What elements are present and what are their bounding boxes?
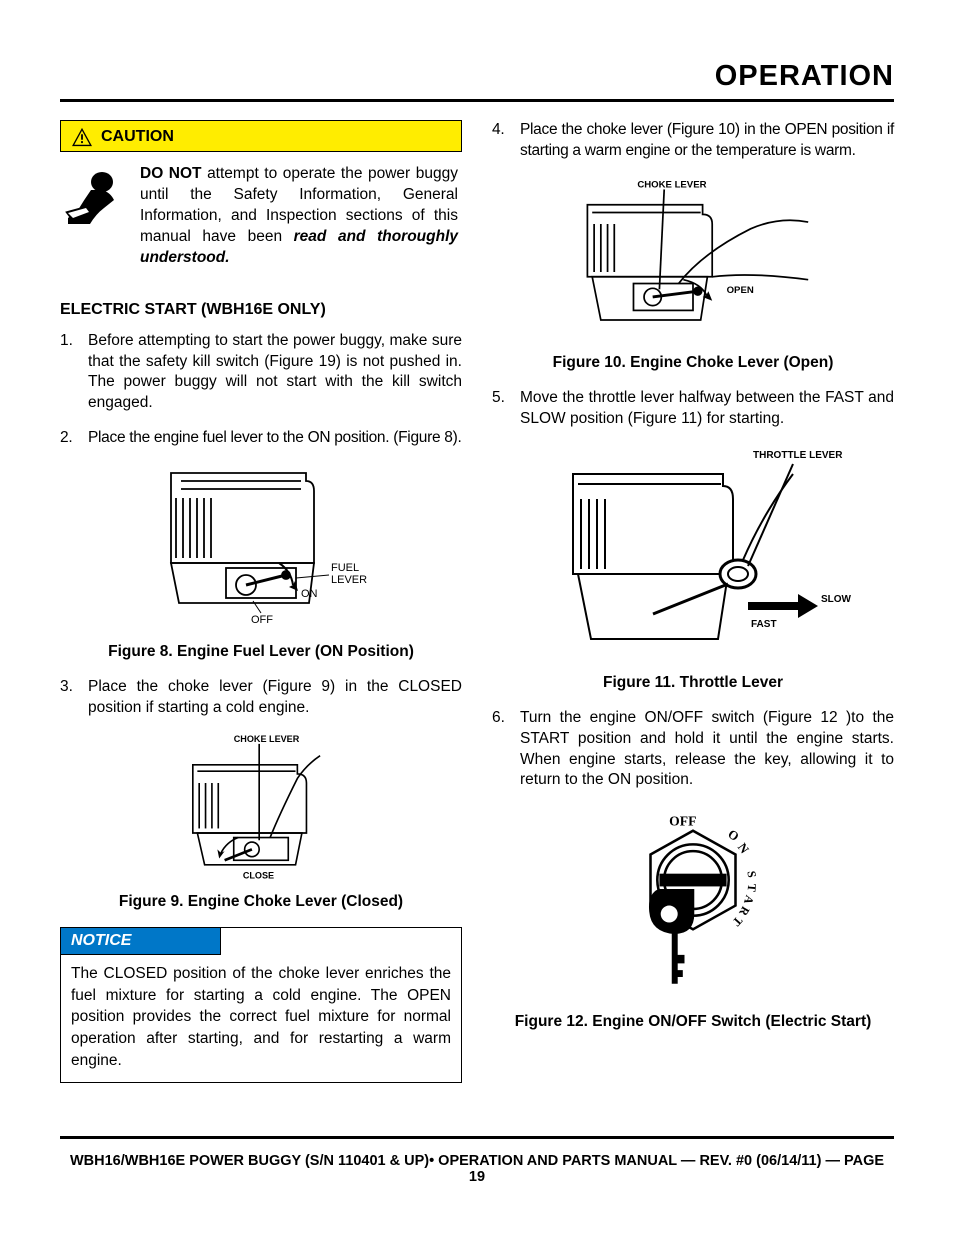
step-1: Before attempting to start the power bug… bbox=[60, 331, 462, 415]
notice-label: NOTICE bbox=[61, 928, 221, 955]
svg-text:T: T bbox=[745, 884, 760, 893]
svg-text:S: S bbox=[744, 870, 759, 879]
page-header: OPERATION bbox=[60, 60, 894, 102]
figure-12-svg: OFF O N S T A R T bbox=[608, 805, 778, 1001]
figure-11-svg: THROTTLE LEVER FAST SLOW bbox=[533, 444, 853, 664]
fig12-label-off: OFF bbox=[669, 814, 696, 829]
figure-9-svg: CHOKE LEVER CLOSE bbox=[161, 733, 361, 883]
fig11-label-fast: FAST bbox=[751, 619, 777, 630]
left-steps-list-2: Place the choke lever (Figure 9) in the … bbox=[60, 677, 462, 719]
notice-body: The CLOSED position of the choke lever e… bbox=[61, 955, 461, 1081]
caution-body: DO NOT attempt to operate the power bugg… bbox=[60, 156, 462, 281]
figure-9-caption: Figure 9. Engine Choke Lever (Closed) bbox=[60, 893, 462, 911]
caution-box: CAUTION bbox=[60, 120, 462, 152]
step-6: Turn the engine ON/OFF switch (Figure 12… bbox=[492, 708, 894, 792]
step-3: Place the choke lever (Figure 9) in the … bbox=[60, 677, 462, 719]
notice-box: NOTICE The CLOSED position of the choke … bbox=[60, 927, 462, 1082]
step-3-text: Place the choke lever (Figure 9) in the … bbox=[88, 677, 462, 719]
step-2: Place the engine fuel lever to the ON po… bbox=[60, 428, 462, 449]
fig9-label-close: CLOSE bbox=[243, 871, 274, 881]
page-footer: WBH16/WBH16E POWER BUGGY (S/N 110401 & U… bbox=[60, 1136, 894, 1185]
content-columns: CAUTION DO NOT attempt to operate the po… bbox=[60, 120, 894, 1083]
fig8-label-off: OFF bbox=[251, 614, 273, 626]
fig8-label-lever: LEVER bbox=[331, 574, 367, 586]
caution-text: DO NOT attempt to operate the power bugg… bbox=[140, 164, 458, 269]
figure-8: FUEL LEVER ON OFF Figure 8. Engine Fuel … bbox=[60, 463, 462, 661]
figure-10: CHOKE LEVER OPEN Figure 10. Engine Choke… bbox=[492, 176, 894, 372]
figure-8-caption: Figure 8. Engine Fuel Lever (ON Position… bbox=[60, 643, 462, 661]
svg-text:T: T bbox=[730, 914, 746, 929]
right-steps-list: Place the choke lever (Figure 10) in the… bbox=[492, 120, 894, 162]
step-2-text: Place the engine fuel lever to the ON po… bbox=[88, 428, 461, 449]
caution-lead: DO NOT bbox=[140, 165, 202, 182]
figure-12: OFF O N S T A R T Figure 12. Engine ON/O… bbox=[492, 805, 894, 1033]
caution-label: CAUTION bbox=[101, 128, 174, 146]
figure-10-svg: CHOKE LEVER OPEN bbox=[558, 176, 828, 344]
svg-text:N: N bbox=[735, 841, 752, 857]
fig11-label-throttle: THROTTLE LEVER bbox=[753, 450, 843, 461]
svg-text:O: O bbox=[725, 827, 741, 844]
left-column: CAUTION DO NOT attempt to operate the po… bbox=[60, 120, 462, 1083]
step-4-text: Place the choke lever (Figure 10) in the… bbox=[520, 120, 894, 162]
step-6-text: Turn the engine ON/OFF switch (Figure 12… bbox=[520, 708, 894, 792]
left-steps-list: Before attempting to start the power bug… bbox=[60, 331, 462, 450]
right-steps-list-3: Turn the engine ON/OFF switch (Figure 12… bbox=[492, 708, 894, 792]
caution-title-row: CAUTION bbox=[71, 127, 451, 147]
fig10-label-choke: CHOKE LEVER bbox=[637, 179, 706, 190]
svg-text:A: A bbox=[741, 894, 757, 907]
figure-11: THROTTLE LEVER FAST SLOW Figure 11. Thro… bbox=[492, 444, 894, 692]
figure-11-caption: Figure 11. Throttle Lever bbox=[492, 674, 894, 692]
fig10-label-open: OPEN bbox=[727, 285, 754, 296]
step-5-text: Move the throttle lever halfway between … bbox=[520, 388, 894, 430]
figure-12-caption: Figure 12. Engine ON/OFF Switch (Electri… bbox=[492, 1011, 894, 1033]
step-1-text: Before attempting to start the power bug… bbox=[88, 331, 462, 415]
fig9-label-choke: CHOKE LEVER bbox=[234, 734, 300, 744]
warning-triangle-icon bbox=[71, 127, 93, 147]
right-steps-list-2: Move the throttle lever halfway between … bbox=[492, 388, 894, 430]
figure-10-caption: Figure 10. Engine Choke Lever (Open) bbox=[492, 354, 894, 372]
figure-9: CHOKE LEVER CLOSE Figure 9. Engine Choke… bbox=[60, 733, 462, 911]
section-heading: ELECTRIC START (WBH16E ONLY) bbox=[60, 301, 462, 319]
figure-8-svg: FUEL LEVER ON OFF bbox=[131, 463, 391, 633]
fig8-label-fuel: FUEL bbox=[331, 562, 359, 574]
right-column: Place the choke lever (Figure 10) in the… bbox=[492, 120, 894, 1083]
fig11-label-slow: SLOW bbox=[821, 594, 852, 605]
step-4: Place the choke lever (Figure 10) in the… bbox=[492, 120, 894, 162]
step-5: Move the throttle lever halfway between … bbox=[492, 388, 894, 430]
fig8-label-on: ON bbox=[301, 588, 318, 600]
read-manual-icon bbox=[64, 168, 128, 229]
